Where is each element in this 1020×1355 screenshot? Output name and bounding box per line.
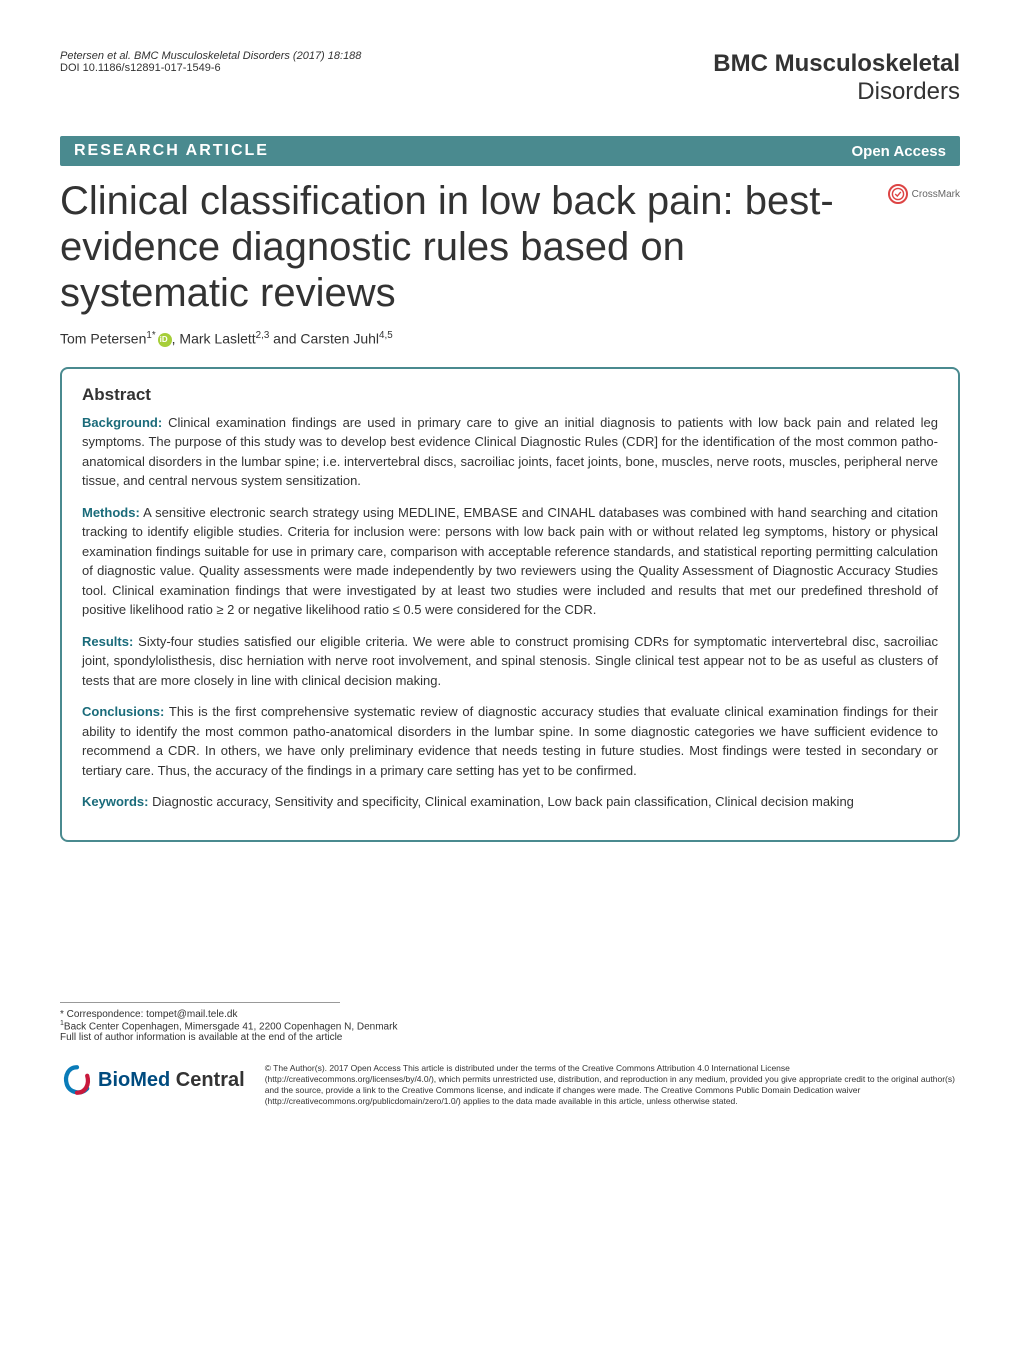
author-3-sup: 4,5 <box>379 330 393 341</box>
journal-name-light: Disorders <box>857 78 960 105</box>
bmc-swirl-icon <box>60 1063 94 1097</box>
article-type-bar: RESEARCH ARTICLE Open Access <box>60 136 960 166</box>
header-row: Petersen et al. BMC Musculoskeletal Diso… <box>60 50 960 106</box>
author-2: , Mark Laslett <box>172 331 256 347</box>
abstract-conclusions: Conclusions: This is the first comprehen… <box>82 702 938 780</box>
conclusions-label: Conclusions: <box>82 704 164 719</box>
correspondence-line: * Correspondence: tompet@mail.tele.dk <box>60 1009 960 1020</box>
author-3: and Carsten Juhl <box>269 331 379 347</box>
citation-block: Petersen et al. BMC Musculoskeletal Diso… <box>60 50 361 74</box>
affiliation-text: Back Center Copenhagen, Mimersgade 41, 2… <box>64 1021 398 1032</box>
keywords-text: Diagnostic accuracy, Sensitivity and spe… <box>148 794 853 809</box>
results-text: Sixty-four studies satisfied our eligibl… <box>82 634 938 688</box>
methods-text: A sensitive electronic search strategy u… <box>82 505 938 618</box>
keywords-label: Keywords: <box>82 794 148 809</box>
abstract-methods: Methods: A sensitive electronic search s… <box>82 503 938 620</box>
bmc-text: BioMed Central <box>98 1069 245 1092</box>
title-wrap: Clinical classification in low back pain… <box>60 178 960 316</box>
author-2-sup: 2,3 <box>256 330 270 341</box>
abstract-background: Background: Clinical examination finding… <box>82 413 938 491</box>
author-1-sup: 1* <box>146 330 155 341</box>
article-title: Clinical classification in low back pain… <box>60 178 960 316</box>
crossmark-icon <box>888 184 908 204</box>
footer-separator <box>60 1002 340 1003</box>
biomed-central-logo: BioMed Central <box>60 1063 245 1097</box>
journal-name-bold: BMC Musculoskeletal <box>713 50 960 77</box>
authors-line: Tom Petersen1* , Mark Laslett2,3 and Cars… <box>60 330 960 347</box>
background-text: Clinical examination findings are used i… <box>82 415 938 489</box>
citation-text: Petersen et al. BMC Musculoskeletal Diso… <box>60 50 361 62</box>
orcid-icon[interactable] <box>158 333 172 347</box>
author-1: Tom Petersen <box>60 331 146 347</box>
doi-text: DOI 10.1186/s12891-017-1549-6 <box>60 62 361 74</box>
methods-label: Methods: <box>82 505 140 520</box>
journal-logo: BMC Musculoskeletal Disorders <box>713 50 960 106</box>
background-label: Background: <box>82 415 162 430</box>
abstract-box: Abstract Background: Clinical examinatio… <box>60 367 960 842</box>
abstract-heading: Abstract <box>82 385 938 405</box>
page-container: Petersen et al. BMC Musculoskeletal Diso… <box>0 0 1020 1147</box>
full-author-list-note: Full list of author information is avail… <box>60 1032 960 1043</box>
abstract-results: Results: Sixty-four studies satisfied ou… <box>82 632 938 691</box>
bmc-central: Central <box>170 1069 244 1091</box>
crossmark-label: CrossMark <box>912 189 960 200</box>
results-label: Results: <box>82 634 133 649</box>
license-row: BioMed Central © The Author(s). 2017 Ope… <box>60 1063 960 1107</box>
crossmark-badge[interactable]: CrossMark <box>888 184 960 204</box>
license-text: © The Author(s). 2017 Open Access This a… <box>265 1063 960 1107</box>
abstract-keywords: Keywords: Diagnostic accuracy, Sensitivi… <box>82 792 938 812</box>
bmc-bio: BioMed <box>98 1069 170 1091</box>
affiliation-line: 1Back Center Copenhagen, Mimersgade 41, … <box>60 1020 960 1032</box>
journal-name: BMC Musculoskeletal Disorders <box>713 50 960 106</box>
conclusions-text: This is the first comprehensive systemat… <box>82 704 938 778</box>
article-type-label: RESEARCH ARTICLE <box>74 142 269 160</box>
open-access-label: Open Access <box>852 143 947 160</box>
